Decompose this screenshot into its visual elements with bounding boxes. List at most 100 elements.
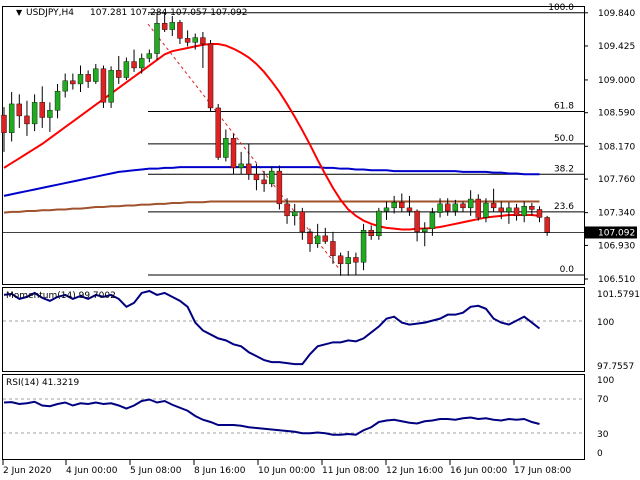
price-tick-label: 109.425 — [598, 42, 635, 52]
candle-body[interactable] — [246, 163, 252, 175]
candle-body[interactable] — [536, 209, 543, 218]
candle-body[interactable] — [93, 68, 99, 82]
rsi-line — [3, 398, 540, 436]
candle-body[interactable] — [184, 38, 191, 43]
candle-body[interactable] — [360, 230, 367, 263]
candle-body[interactable] — [322, 235, 328, 242]
fib-level-label: 61.8 — [554, 102, 574, 112]
candle-body[interactable] — [353, 257, 359, 263]
candle-body[interactable] — [154, 22, 160, 54]
candle-body[interactable] — [460, 203, 466, 209]
candle-body[interactable] — [169, 22, 176, 30]
momentum-line — [3, 289, 541, 366]
candle-body[interactable] — [215, 107, 221, 158]
candle-body[interactable] — [437, 203, 443, 213]
time-tick-label: 10 Jun 00:00 — [258, 466, 315, 476]
momentum-tick-mid: 100 — [597, 318, 614, 328]
candle-body[interactable] — [399, 202, 405, 209]
candle-body[interactable] — [31, 102, 38, 125]
candle-body[interactable] — [498, 207, 504, 213]
candle-body[interactable] — [422, 228, 428, 233]
fib-level-label: 100.0 — [548, 3, 574, 13]
candle-body[interactable] — [47, 110, 53, 118]
candle-body[interactable] — [62, 80, 68, 92]
candle-body[interactable] — [39, 102, 45, 118]
candle-body[interactable] — [521, 206, 527, 217]
candle-body[interactable] — [506, 207, 512, 213]
candle-body[interactable] — [131, 61, 137, 69]
candle-body[interactable] — [108, 70, 114, 103]
fib-level-label: 50.0 — [554, 134, 574, 144]
current-price-label: 107.092 — [598, 228, 635, 238]
fibonacci-retracement[interactable]: 100.0 61.8 50.0 38.2 23.6 0.0 — [148, 3, 584, 276]
candle-body[interactable] — [177, 22, 183, 39]
rsi-tick-70: 70 — [597, 395, 609, 405]
candle-body[interactable] — [406, 207, 413, 212]
candle-body[interactable] — [414, 210, 420, 233]
candle-body[interactable] — [467, 198, 474, 209]
candle-body[interactable] — [483, 202, 489, 218]
candle-body[interactable] — [452, 203, 459, 212]
time-tick-label: 2 Jun 2020 — [3, 466, 52, 476]
candle-body[interactable] — [337, 255, 344, 265]
candle-body[interactable] — [8, 103, 15, 133]
price-tick-label: 109.840 — [598, 9, 635, 19]
candle-body[interactable] — [146, 53, 153, 59]
price-tick-label: 106.510 — [598, 275, 635, 285]
candle-body[interactable] — [238, 163, 244, 169]
candle-body[interactable] — [383, 207, 390, 212]
candle-body[interactable] — [299, 211, 306, 233]
momentum-panel[interactable] — [2, 287, 585, 372]
candle-body[interactable] — [284, 203, 290, 217]
candle-body[interactable] — [223, 138, 229, 158]
price-tick-label: 108.170 — [598, 142, 635, 152]
candle-body[interactable] — [253, 174, 260, 181]
symbol-label: USDJPY,H4 — [26, 8, 74, 18]
candle-body[interactable] — [70, 80, 76, 85]
candle-body[interactable] — [16, 103, 22, 117]
candle-body[interactable] — [230, 138, 237, 169]
candle-body[interactable] — [138, 58, 145, 69]
candle-body[interactable] — [513, 207, 520, 217]
candle-body[interactable] — [276, 170, 283, 205]
candle-body[interactable] — [368, 230, 374, 237]
candle-body[interactable] — [445, 203, 451, 212]
candle-body[interactable] — [161, 22, 168, 30]
candle-body[interactable] — [77, 74, 84, 85]
candle-body[interactable] — [100, 68, 107, 103]
candle-body[interactable] — [1, 114, 7, 133]
fibonacci-trend-line[interactable] — [147, 23, 341, 271]
candle-body[interactable] — [116, 70, 122, 78]
candle-body[interactable] — [85, 74, 91, 82]
candle-body[interactable] — [429, 212, 436, 229]
candle-body[interactable] — [200, 37, 206, 45]
candle-body[interactable] — [24, 115, 30, 125]
rsi-tick-100: 100 — [597, 376, 614, 386]
candle-body[interactable] — [192, 37, 198, 43]
candlestick-series[interactable] — [1, 11, 550, 276]
candle-body[interactable] — [314, 235, 321, 245]
rsi-panel[interactable] — [2, 374, 585, 460]
candle-body[interactable] — [207, 43, 214, 109]
slow-moving-average-line — [3, 200, 540, 214]
candle-body[interactable] — [261, 179, 267, 185]
price-tick-label: 109.000 — [598, 76, 635, 86]
candle-body[interactable] — [529, 206, 535, 210]
time-tick-label: 5 Jun 08:00 — [130, 466, 182, 476]
candle-body[interactable] — [391, 202, 397, 209]
candle-body[interactable] — [330, 241, 336, 257]
time-axis: 2 Jun 2020 4 Jun 00:00 5 Jun 08:00 8 Jun 16… — [2, 460, 571, 476]
candle-body[interactable] — [490, 202, 497, 209]
candle-body[interactable] — [307, 231, 313, 245]
candle-body[interactable] — [544, 217, 550, 233]
candle-body[interactable] — [345, 257, 351, 265]
candle-body[interactable] — [475, 198, 481, 218]
candle-body[interactable] — [54, 90, 61, 111]
candle-body[interactable] — [269, 170, 275, 185]
main-price-panel[interactable] — [2, 6, 585, 285]
candle-body[interactable] — [123, 61, 130, 78]
current-price-tag — [585, 226, 637, 239]
candle-body[interactable] — [376, 210, 382, 237]
candle-body[interactable] — [292, 211, 298, 217]
